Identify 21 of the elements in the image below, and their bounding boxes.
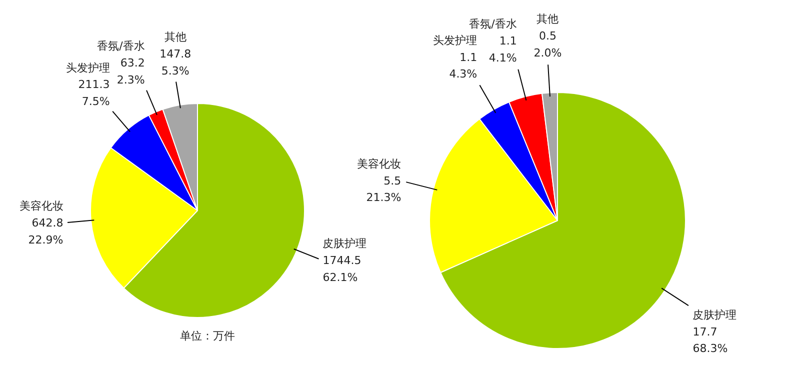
data-label: 0.5 2.0% <box>534 30 562 60</box>
slice-label: 美容化妆 <box>19 200 64 213</box>
slice-label: 头发护理 <box>66 61 110 74</box>
data-label: 211.3 7.5% <box>78 78 110 108</box>
data-label: 1.1 4.1% <box>488 34 517 64</box>
data-label: 1.1 4.3% <box>449 50 478 81</box>
text: 单位：万件 <box>180 330 235 342</box>
data-label: 1744.5 62.1% <box>322 254 362 284</box>
data-label: 17.7 68.3% <box>692 325 728 356</box>
slice-label: 其他 <box>164 30 186 44</box>
slice-label: 香氛/香水 <box>97 40 145 53</box>
slice-label: 皮肤护理 <box>322 237 367 250</box>
slice-label: 头发护理 <box>433 34 478 47</box>
slice-label: 美容化妆 <box>357 157 402 170</box>
data-label: 147.8 5.3% <box>160 48 192 78</box>
slice-label: 香氛/香水 <box>469 18 517 31</box>
data-label: 63.2 2.3% <box>116 56 145 86</box>
data-label: 5.5 21.3% <box>366 174 402 204</box>
data-label: 642.8 22.9% <box>28 216 64 246</box>
slice-label: 其他 <box>536 12 559 26</box>
slice-label: 皮肤护理 <box>692 308 737 322</box>
